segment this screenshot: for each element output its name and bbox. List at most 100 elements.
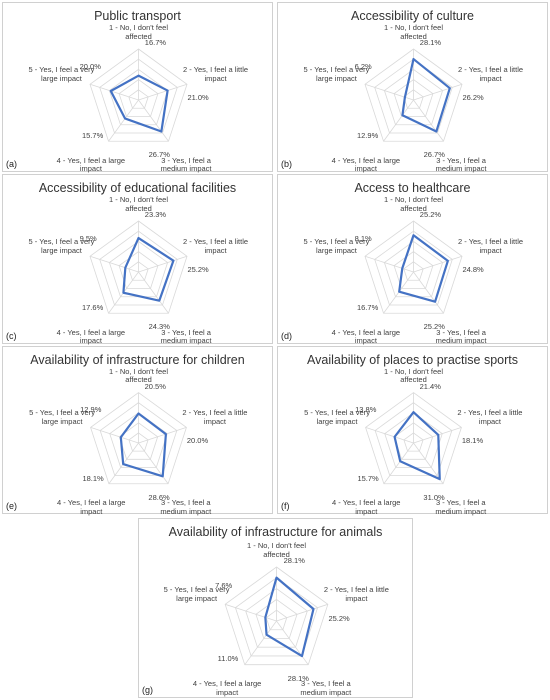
value-label: 26.2% (462, 92, 484, 102)
value-label: 26.7% (148, 150, 170, 160)
spoke (383, 99, 414, 142)
category-label: 5 - Yes, I feel a very large impact (28, 236, 95, 255)
chart-title: Availability of infrastructure for child… (30, 353, 245, 367)
panel-label: (c) (6, 331, 17, 341)
panel-label: (f) (281, 501, 290, 511)
value-label: 28.1% (283, 556, 305, 566)
spoke (413, 99, 444, 142)
grid-ring (99, 402, 178, 477)
value-label: 26.7% (423, 150, 445, 160)
value-label: 24.8% (462, 264, 484, 274)
value-label: 16.7% (356, 303, 379, 313)
grid-ring (99, 230, 178, 306)
value-label: 20.0% (79, 61, 101, 71)
category-label: 1 - No, I don't feel affected (109, 23, 168, 41)
spoke (383, 442, 414, 485)
value-label: 20.5% (144, 381, 166, 391)
category-label: 3 - Yes, I feel a medium impact (160, 327, 212, 346)
panel-label: (e) (6, 501, 17, 511)
grid-ring (234, 577, 319, 657)
category-label: 2 - Yes, I feel a little impact (458, 236, 524, 255)
category-label: 3 - Yes, I feel a medium impact (160, 155, 212, 174)
category-label: 4 - Yes, I feel a large impact (56, 327, 126, 346)
spoke (138, 99, 169, 142)
spoke (89, 83, 139, 101)
spoke (413, 442, 444, 485)
value-label: 25.2% (419, 210, 442, 220)
radar-plot (364, 220, 463, 314)
grid-ring (374, 58, 453, 134)
category-label: 3 - Yes, I feel a medium impact (435, 498, 487, 516)
value-label: 25.2% (328, 613, 350, 623)
chart-title: Public transport (94, 9, 181, 23)
radar-plot (364, 48, 463, 142)
data-polygon (264, 576, 315, 658)
grid-ring (364, 48, 463, 142)
value-label: 18.1% (82, 473, 104, 483)
value-label: 12.9% (80, 405, 102, 415)
category-label: 5 - Yes, I feel a very large impact (303, 236, 370, 255)
data-polygon (393, 411, 441, 481)
category-label: 4 - Yes, I feel a large impact (57, 498, 126, 516)
grid-ring (89, 220, 188, 314)
category-label: 4 - Yes, I feel a large impact (331, 155, 401, 174)
spoke (108, 99, 139, 142)
category-label: 4 - Yes, I feel a large impact (192, 678, 262, 697)
chart-panel: 1 - No, I don't feel affected 20.5% 2 - Ye… (2, 346, 273, 516)
grid-ring (365, 392, 462, 485)
spoke (364, 255, 414, 273)
value-label: 12.9% (356, 131, 379, 141)
category-label: 3 - Yes, I feel a medium impact (435, 155, 487, 174)
panel-label: (a) (6, 159, 17, 169)
category-label: 2 - Yes, I feel a little impact (457, 408, 523, 426)
value-label: 28.1% (287, 674, 309, 684)
grid-ring (89, 48, 188, 142)
grid-ring (99, 58, 178, 134)
radar-plot (89, 220, 188, 314)
category-label: 4 - Yes, I feel a large impact (331, 327, 401, 346)
category-label: 5 - Yes, I feel a very large impact (28, 64, 95, 83)
category-label: 2 - Yes, I feel a little impact (323, 585, 389, 603)
grid-ring (118, 79, 159, 117)
spoke (225, 603, 277, 622)
spoke (276, 603, 328, 622)
data-polygon (109, 74, 169, 133)
spoke (138, 255, 188, 273)
value-label: 15.7% (357, 473, 379, 483)
value-label: 25.2% (423, 322, 445, 332)
value-label: 25.2% (187, 264, 209, 274)
spoke (244, 620, 277, 665)
radar-plot (224, 566, 329, 666)
grid-ring (128, 89, 149, 109)
grid-ring (374, 230, 453, 306)
spoke (276, 620, 309, 665)
value-label: 21.4% (419, 381, 441, 391)
panel-label: (d) (281, 331, 292, 341)
data-polygon (401, 57, 451, 133)
value-label: 24.3% (148, 322, 170, 332)
value-label: 16.7% (144, 38, 167, 48)
grid-ring (128, 261, 149, 281)
spoke (138, 271, 169, 314)
category-label: 4 - Yes, I feel a large impact (56, 155, 126, 174)
category-label: 1 - No, I don't feel affected (384, 23, 443, 41)
spoke (365, 427, 414, 444)
category-label: 1 - No, I don't feel affected (384, 366, 443, 385)
grid-ring (245, 588, 308, 648)
spoke (383, 271, 414, 314)
value-label: 11.0% (217, 654, 239, 664)
value-label: 17.6% (81, 303, 104, 313)
grid-ring (403, 261, 424, 281)
value-label: 21.0% (187, 92, 209, 102)
value-label: 8.1% (354, 233, 372, 243)
grid-ring (224, 566, 329, 666)
spoke (138, 427, 187, 444)
panel-label: (g) (142, 685, 153, 695)
radar-plot (90, 392, 187, 485)
category-label: 1 - No, I don't feel affected (109, 366, 168, 385)
chart-panel: 1 - No, I don't feel affected 28.1% 2 - Ye… (138, 518, 413, 698)
value-label: 13.8% (355, 405, 377, 415)
value-label: 20.0% (186, 436, 209, 445)
category-label: 5 - Yes, I feel a very large impact (303, 64, 370, 83)
